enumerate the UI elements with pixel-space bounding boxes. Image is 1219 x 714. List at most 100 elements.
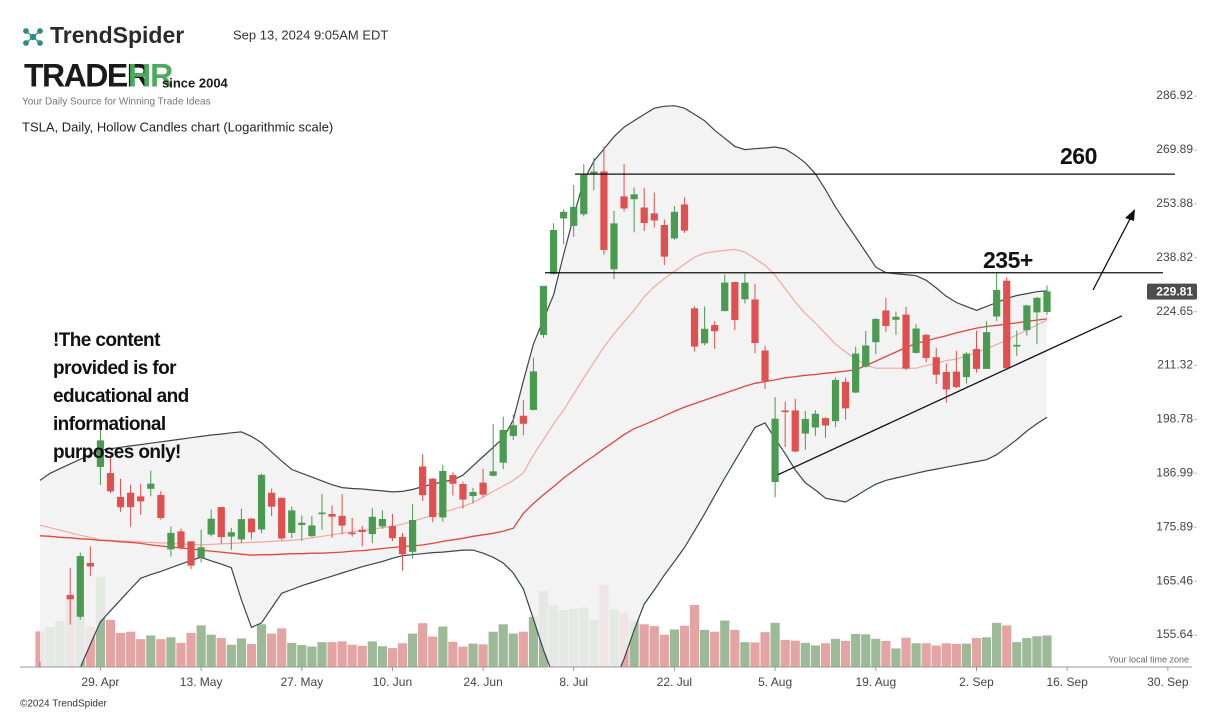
volume-bar — [1002, 625, 1012, 667]
candle-body — [570, 206, 578, 226]
x-tick-label: 24. Jun — [463, 675, 502, 689]
tagline: Your Daily Source for Winning Trade Idea… — [22, 97, 211, 108]
candle-body — [982, 332, 991, 369]
volume-bar — [639, 624, 649, 667]
volume-bar — [186, 632, 196, 667]
volume-bar — [941, 643, 951, 667]
last-price-box — [1147, 283, 1197, 300]
candle-body — [962, 353, 971, 378]
volume-bar — [317, 642, 327, 667]
candle-body — [247, 518, 256, 533]
publisher: TRADER — [24, 57, 150, 93]
candle-body — [116, 496, 125, 508]
candle-body — [650, 213, 658, 221]
x-tick-label: 27. May — [280, 675, 323, 689]
volume-bar — [679, 625, 690, 667]
volume-bar — [981, 637, 992, 667]
volume-bar — [357, 645, 367, 667]
candle-body — [560, 211, 568, 219]
volume-bar — [387, 648, 398, 667]
x-tick-label: 13. May — [180, 675, 223, 689]
candle-body — [831, 379, 840, 422]
candle-body — [217, 507, 225, 538]
candle-body — [791, 410, 799, 452]
volume-bar — [1022, 638, 1032, 667]
volume-bar — [407, 633, 418, 667]
timezone-note: Your local time zone — [1108, 654, 1189, 664]
volume-bar — [528, 616, 539, 667]
candle-body — [972, 348, 981, 369]
candle-body — [177, 531, 185, 548]
candle-body — [902, 314, 910, 369]
volume-bar — [861, 634, 871, 667]
candle-body — [1023, 305, 1031, 331]
candle-body — [680, 204, 689, 231]
candle-body — [469, 492, 477, 497]
candle-body — [660, 224, 668, 257]
candle-body — [37, 674, 44, 685]
volume-bar — [851, 633, 861, 667]
candle-body — [1013, 344, 1021, 347]
candle-body — [922, 334, 930, 359]
candle-body — [640, 207, 648, 224]
x-tick-label: 10. Jun — [373, 675, 412, 689]
candle-body — [358, 529, 366, 533]
candle-body — [106, 473, 115, 492]
candle-body — [278, 497, 286, 539]
disclaimer-line: provided is for — [53, 358, 177, 379]
trendline — [777, 315, 1123, 476]
volume-bar — [689, 604, 700, 667]
volume-bar — [1012, 642, 1022, 667]
volume-bar — [498, 624, 508, 667]
candle-body — [96, 440, 105, 467]
candle-body — [711, 325, 719, 332]
y-tick-label: 269.89 — [1156, 142, 1193, 156]
volume-bar — [911, 643, 921, 667]
volume-bar — [367, 641, 377, 667]
y-tick-label: 165.46 — [1156, 573, 1193, 587]
candle-body — [197, 547, 205, 558]
candle-body — [167, 532, 175, 550]
candle-body — [66, 594, 74, 600]
level-label: 235+ — [983, 247, 1033, 273]
volume-bar — [518, 631, 528, 667]
candle-body — [268, 492, 276, 507]
y-tick-label: 211.32 — [1157, 358, 1193, 372]
candle-body — [781, 410, 789, 413]
candle-body — [137, 496, 145, 502]
moving-average-line — [39, 318, 1048, 556]
candle-body — [580, 174, 588, 215]
volume-bar — [226, 644, 236, 667]
candle-body — [690, 308, 699, 347]
y-tick-label: 286.92 — [1156, 88, 1193, 102]
bollinger-lower-line — [79, 416, 1048, 667]
x-tick-label: 29. Apr — [81, 675, 119, 689]
candle-body — [398, 536, 407, 555]
volume-bar — [488, 631, 498, 667]
volume-bar — [1042, 635, 1052, 667]
candle-body — [952, 371, 960, 388]
candle-body — [539, 285, 548, 335]
volume-bar — [136, 639, 146, 667]
candle-body — [328, 513, 336, 517]
candle-body — [620, 196, 628, 209]
brand: TrendSpider — [50, 22, 184, 48]
volume-bar — [961, 643, 972, 667]
volume-bar — [891, 648, 901, 667]
candle-body — [590, 171, 598, 174]
disclaimer-line: informational — [53, 414, 166, 435]
volume-bar — [730, 629, 740, 667]
x-tick-label: 22. Jul — [657, 675, 692, 689]
candle-body — [368, 516, 376, 535]
candle-body — [449, 475, 457, 484]
volume-bar — [287, 642, 297, 667]
y-tick-label: 253.88 — [1156, 196, 1193, 210]
candle-body — [86, 562, 94, 567]
volume-bar — [810, 645, 820, 667]
overlay — [1092, 209, 1135, 291]
volume-bar — [931, 645, 941, 667]
candle-body — [670, 211, 679, 239]
candle-body — [348, 532, 356, 535]
volume-bar — [347, 644, 357, 667]
volume-bar — [307, 646, 317, 667]
